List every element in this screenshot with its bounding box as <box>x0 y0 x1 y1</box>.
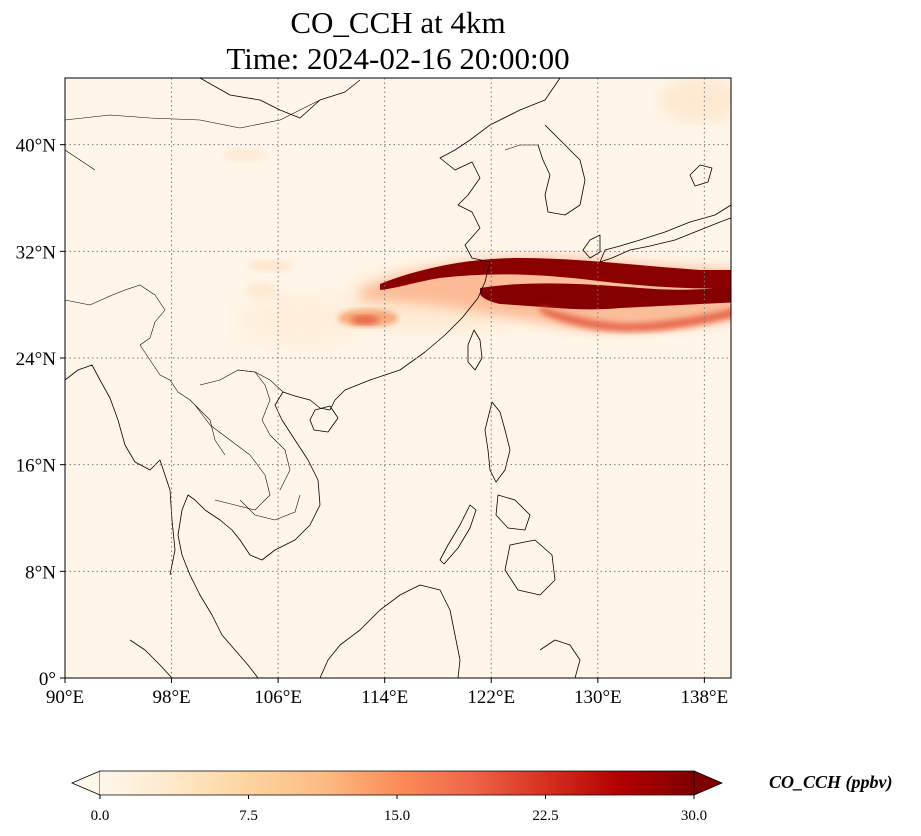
coastline-visayas <box>495 494 531 531</box>
colorbar-tick-label: 15.0 <box>384 808 410 824</box>
colorbar-ticks: 0.0 7.5 15.0 22.5 30.0 <box>91 795 707 824</box>
border-myanmar <box>139 344 226 456</box>
lon-tick-label: 98°E <box>152 687 190 708</box>
colorbar-tick-label: 0.0 <box>91 808 110 824</box>
lon-tick-label: 122°E <box>467 687 515 708</box>
coastline-sulawesi <box>539 639 581 678</box>
border-kazak <box>65 149 96 171</box>
coastline-indochina <box>177 391 321 678</box>
colorbar-gradient <box>100 771 694 795</box>
border-china-viet <box>237 369 284 393</box>
lon-tick-label: 106°E <box>254 687 302 708</box>
coastline-japan-south <box>582 234 601 259</box>
coastline-hainan <box>309 405 339 433</box>
coastline-palawan <box>439 504 477 565</box>
country-borders <box>65 99 538 521</box>
border-thailand <box>194 404 271 511</box>
lat-tick-label: 24°N <box>16 349 57 370</box>
map-subtitle-time: Time: 2024-02-16 20:00:00 <box>226 41 570 76</box>
coastline-luzon <box>484 401 511 483</box>
coastline-sumatra <box>129 639 173 678</box>
map-title: CO_CCH at 4km <box>290 5 506 40</box>
gridlines <box>65 78 731 678</box>
plume-band-north <box>380 258 731 290</box>
lat-tick-label: 0° <box>39 669 56 690</box>
coastline-north <box>199 78 361 119</box>
lat-tick-label: 8°N <box>25 562 56 583</box>
plume-edge <box>540 306 731 332</box>
faint-patch <box>223 148 267 162</box>
colorbar-extend-max <box>693 770 724 796</box>
lat-tick-label: 32°N <box>16 242 57 263</box>
colorbar-tick-label: 30.0 <box>681 808 707 824</box>
border-india <box>65 284 166 346</box>
concentration-field <box>223 78 731 345</box>
map-background <box>65 78 731 678</box>
faint-patch <box>240 295 360 345</box>
lon-tick-label: 130°E <box>574 687 622 708</box>
colorbar-extend-min <box>70 770 101 796</box>
lat-ticks: 0° 8°N 16°N 24°N 32°N 40°N <box>16 136 65 690</box>
coastline-taiwan <box>467 329 483 371</box>
lon-ticks: 90°E 98°E 106°E 114°E 122°E 130°E 138°E <box>46 678 728 708</box>
lat-tick-label: 40°N <box>16 136 57 157</box>
lon-tick-label: 90°E <box>46 687 84 708</box>
coastline-china <box>282 78 561 411</box>
border-laos <box>199 369 291 491</box>
lon-tick-label: 114°E <box>361 687 408 708</box>
plume-patch <box>351 315 379 325</box>
faint-patch <box>660 78 731 122</box>
coastline-hokkaido <box>689 164 713 187</box>
colorbar-tick-label: 22.5 <box>532 808 558 824</box>
coastline-japan <box>599 204 731 263</box>
lat-tick-label: 16°N <box>16 456 57 477</box>
coastlines <box>65 78 731 678</box>
colorbar: 0.0 7.5 15.0 22.5 30.0 CO_CCH (ppbv) <box>70 770 893 824</box>
border-cambodia <box>239 494 301 521</box>
colorbar-tick-label: 7.5 <box>239 808 258 824</box>
plume-band-south <box>480 283 731 310</box>
coastline-borneo <box>319 584 461 678</box>
map-frame <box>64 77 732 679</box>
lon-tick-label: 138°E <box>681 687 729 708</box>
coastline-mindanao <box>504 539 556 596</box>
colorbar-label: CO_CCH (ppbv) <box>769 772 893 793</box>
faint-patch <box>246 282 278 298</box>
border-mongolia <box>65 99 321 129</box>
faint-patch <box>248 260 292 272</box>
coastline-korea <box>537 124 586 216</box>
